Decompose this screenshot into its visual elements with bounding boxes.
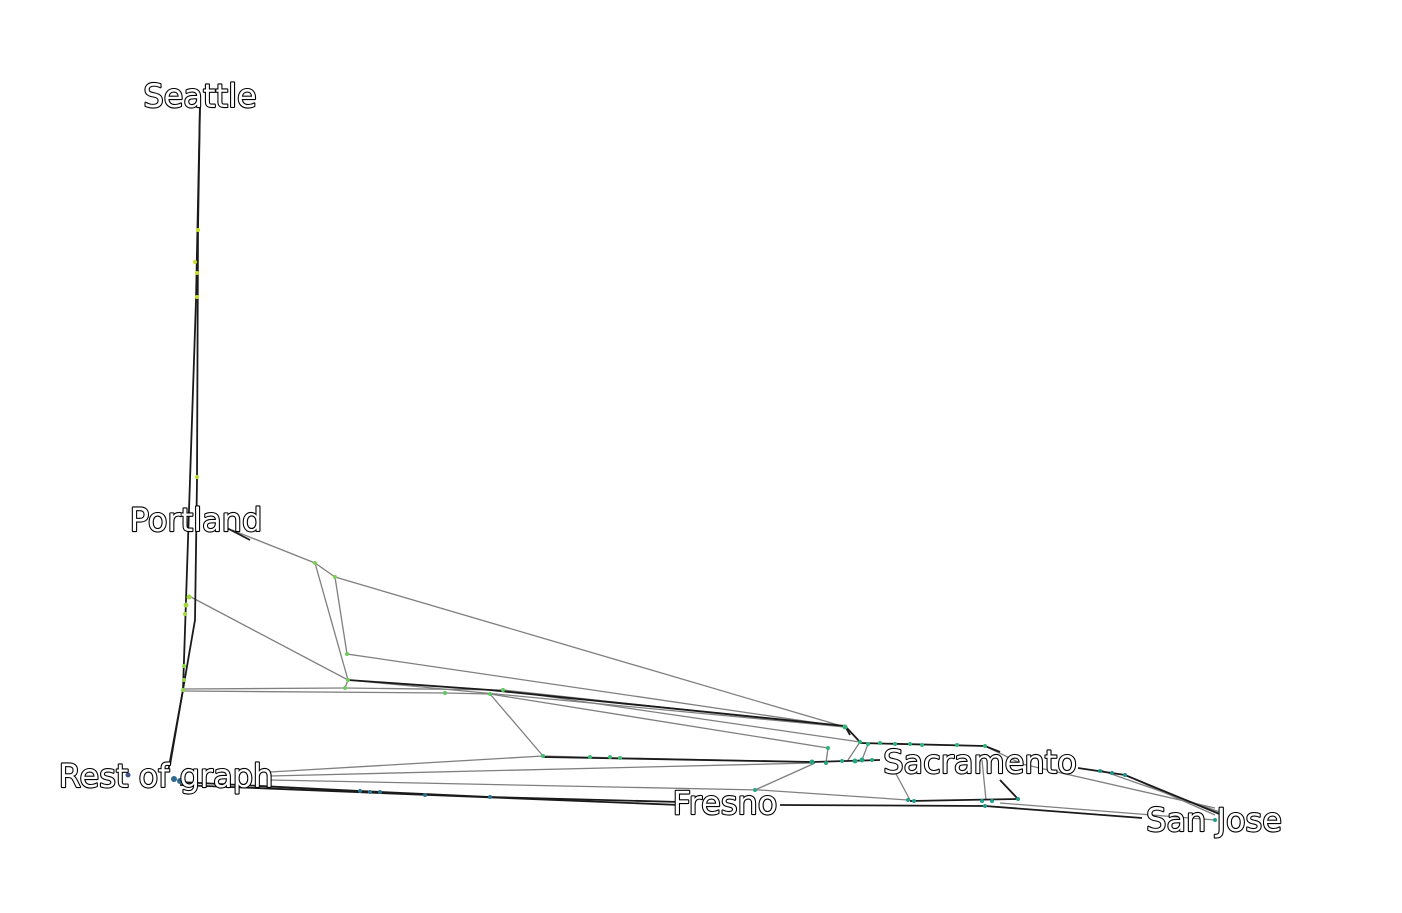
- graph-node: [196, 228, 200, 232]
- graph-node: [893, 742, 897, 746]
- edge: [502, 689, 861, 743]
- edge: [167, 103, 201, 773]
- city-label-portland: Portland: [130, 501, 263, 539]
- graph-node: [501, 688, 505, 692]
- graph-node: [842, 724, 848, 730]
- graph-node: [183, 602, 189, 608]
- edge: [909, 779, 1021, 802]
- graph-node: [195, 475, 199, 479]
- graph-node: [859, 757, 865, 763]
- graph-node: [852, 758, 858, 764]
- city-labels: Seattle Portland Rest of graph Fresno Sa…: [58, 76, 1283, 840]
- graph-node: [912, 799, 916, 803]
- edge: [314, 562, 846, 728]
- graph-node: [1098, 769, 1102, 773]
- city-label-san-jose: San Jose: [1146, 801, 1282, 839]
- edge: [188, 595, 846, 728]
- graph-node: [423, 793, 427, 797]
- edge: [754, 762, 816, 791]
- graph-node: [541, 754, 545, 758]
- graph-node: [990, 799, 994, 803]
- graph-node: [195, 295, 199, 299]
- edge: [847, 741, 861, 761]
- graph-node: [588, 755, 592, 759]
- graph-node: [171, 776, 177, 782]
- edge: [779, 804, 1143, 819]
- graph-node: [908, 742, 912, 746]
- graph-node: [1218, 810, 1222, 814]
- graph-node: [983, 804, 987, 808]
- graph-node: [182, 664, 186, 668]
- graph-node: [618, 756, 622, 760]
- graph-node: [826, 746, 830, 750]
- graph-node: [858, 740, 862, 744]
- graph-node: [906, 798, 910, 802]
- graph-node: [181, 688, 185, 692]
- edge: [825, 747, 829, 764]
- edge: [489, 693, 829, 749]
- graph-node: [195, 271, 199, 275]
- edge: [269, 762, 813, 777]
- graph-node: [343, 686, 347, 690]
- edge: [347, 679, 861, 743]
- graph-node: [878, 741, 882, 745]
- graph-node: [345, 652, 349, 656]
- graph-node: [193, 260, 197, 264]
- graph-node: [488, 692, 492, 696]
- graph-node: [346, 678, 350, 682]
- city-label-seattle: Seattle: [143, 77, 256, 115]
- graph-node: [333, 575, 337, 579]
- graph-node: [358, 789, 362, 793]
- edge: [182, 690, 544, 757]
- city-label-fresno: Fresno: [673, 784, 778, 822]
- edge: [861, 743, 869, 761]
- graph-node: [608, 755, 612, 759]
- edge: [981, 759, 987, 801]
- graph-node: [313, 561, 317, 565]
- edge: [224, 526, 251, 541]
- graph-node: [840, 759, 844, 763]
- edge: [269, 779, 909, 801]
- graph-node: [443, 691, 447, 695]
- graph-node: [368, 790, 372, 794]
- city-label-sacramento: Sacramento: [883, 743, 1077, 781]
- graph-node: [1213, 818, 1217, 822]
- edge: [999, 802, 1216, 821]
- edge: [169, 103, 201, 766]
- graph-node: [980, 799, 984, 803]
- minor-edges: [182, 529, 1221, 821]
- edge: [542, 756, 881, 763]
- edge: [179, 784, 681, 806]
- graph-node: [955, 743, 959, 747]
- graph-node: [1110, 771, 1114, 775]
- graph-node: [183, 612, 187, 616]
- graph-node: [809, 759, 815, 765]
- graph-node: [182, 678, 186, 682]
- graph-node: [753, 788, 757, 792]
- graph-node: [866, 742, 870, 746]
- edge: [231, 529, 349, 689]
- graph-node: [125, 772, 131, 778]
- graph-node: [983, 744, 987, 748]
- edge: [984, 745, 1216, 809]
- graph-node: [1123, 773, 1127, 777]
- graph-nodes: [125, 228, 1222, 822]
- graph-node: [488, 795, 492, 799]
- main-edges: [167, 103, 1223, 819]
- city-label-rest-of-graph: Rest of graph: [59, 757, 274, 795]
- graph-node: [186, 594, 192, 600]
- edge: [894, 771, 911, 801]
- edge: [334, 576, 846, 728]
- graph-node: [177, 778, 183, 784]
- graph-node: [920, 743, 924, 747]
- graph-node: [378, 790, 382, 794]
- graph-node: [824, 761, 828, 765]
- graph-node: [1016, 797, 1020, 801]
- graph-node: [870, 758, 874, 762]
